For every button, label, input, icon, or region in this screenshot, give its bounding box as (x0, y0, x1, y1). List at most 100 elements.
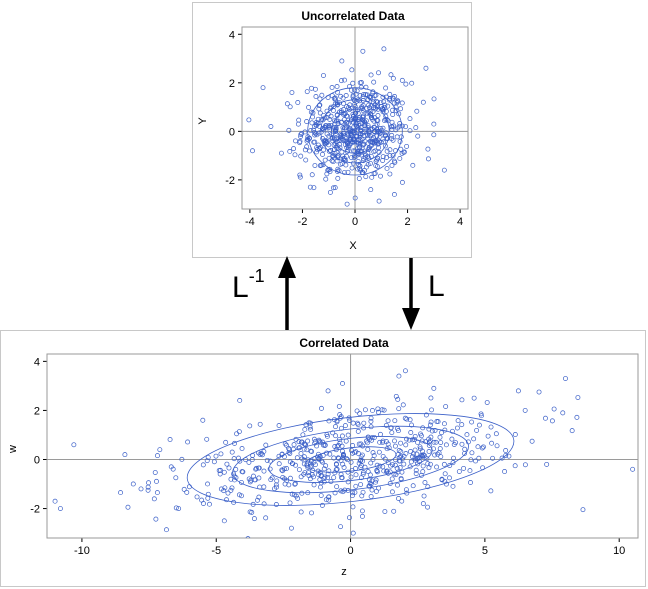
scatter-point (382, 118, 387, 123)
scatter-point (395, 428, 401, 434)
scatter-point (425, 484, 431, 490)
scatter-point (237, 397, 243, 403)
scatter-point (503, 448, 509, 453)
scatter-point (374, 104, 380, 110)
scatter-point (409, 437, 415, 443)
scatter-point (431, 121, 437, 127)
scatter-point (306, 470, 311, 476)
scatter-point (390, 137, 396, 143)
x-tick-label: 4 (457, 216, 463, 228)
scatter-point (290, 446, 296, 452)
scatter-point (360, 458, 366, 464)
scatter-point (397, 458, 403, 464)
scatter-point (290, 461, 296, 467)
scatter-point (404, 143, 410, 149)
scatter-point (414, 108, 420, 114)
scatter-point (341, 465, 347, 470)
x-tick-label: 0 (352, 216, 358, 228)
scatter-point (282, 481, 288, 487)
scatter-point (349, 87, 354, 93)
scatter-point (287, 451, 293, 456)
scatter-point (346, 105, 351, 111)
scatter-point (335, 166, 341, 172)
scatter-point (308, 426, 314, 432)
scatter-point (360, 113, 366, 119)
scatter-point (490, 455, 496, 461)
scatter-point (311, 459, 317, 465)
scatter-point (410, 483, 416, 489)
scatter-point (368, 187, 374, 193)
scatter-point (164, 527, 169, 533)
scatter-point (434, 464, 440, 470)
scatter-point (256, 494, 262, 500)
scatter-point (494, 443, 500, 449)
scatter-point (342, 423, 348, 429)
scatter-point (348, 136, 353, 142)
scatter-point (297, 172, 303, 178)
scatter-point (313, 131, 319, 137)
inverse-label-exponent: -1 (248, 266, 265, 286)
scatter-point (428, 419, 434, 425)
scatter-point (456, 469, 462, 475)
scatter-point (211, 459, 217, 465)
scatter-point (344, 119, 350, 125)
scatter-point (427, 422, 433, 428)
scatter-point (306, 473, 312, 479)
scatter-point (395, 396, 401, 402)
scatter-point (315, 121, 321, 126)
scatter-point (353, 91, 359, 97)
scatter-point (261, 468, 267, 474)
scatter-point (432, 427, 438, 433)
scatter-point (223, 439, 229, 445)
scatter-point (374, 126, 380, 132)
scatter-point (397, 139, 403, 144)
y-tick-label: -2 (225, 175, 235, 187)
scatter-point (344, 153, 349, 159)
scatter-point (247, 423, 253, 429)
scatter-point (368, 494, 374, 499)
scatter-point (370, 450, 376, 456)
scatter-point (57, 506, 63, 512)
scatter-point (348, 126, 353, 132)
density-contour (341, 118, 369, 144)
scatter-point (447, 463, 453, 468)
scatter-point (307, 148, 313, 154)
scatter-point (347, 84, 352, 89)
scatter-point (395, 482, 400, 488)
scatter-point (389, 476, 395, 482)
scatter-point (330, 153, 336, 159)
scatter-point (349, 155, 354, 161)
scatter-point (327, 169, 333, 175)
scatter-point (218, 486, 224, 492)
scatter-point (341, 170, 347, 175)
scatter-point (346, 127, 352, 133)
scatter-point (204, 458, 210, 464)
scatter-point (389, 132, 395, 138)
scatter-point (297, 174, 303, 180)
scatter-point (332, 118, 337, 124)
scatter-point (352, 195, 358, 201)
scatter-point (312, 132, 318, 138)
scatter-point (349, 448, 355, 453)
scatter-point (367, 160, 373, 166)
scatter-point (153, 516, 159, 522)
scatter-point (354, 123, 360, 129)
scatter-point (356, 176, 362, 181)
scatter-point (184, 489, 190, 495)
scatter-point (342, 77, 348, 83)
scatter-point (194, 494, 200, 500)
scatter-point (371, 149, 377, 155)
scatter-point (301, 471, 307, 477)
scatter-point (488, 488, 494, 494)
scatter-point (398, 106, 404, 112)
scatter-point (302, 426, 308, 432)
scatter-point (360, 114, 365, 120)
scatter-point (332, 127, 338, 133)
scatter-point (385, 103, 391, 109)
scatter-point (372, 115, 378, 121)
scatter-point (391, 100, 397, 106)
scatter-point (350, 130, 356, 136)
scatter-point (368, 143, 374, 149)
scatter-point (272, 486, 277, 492)
scatter-point (273, 502, 279, 507)
